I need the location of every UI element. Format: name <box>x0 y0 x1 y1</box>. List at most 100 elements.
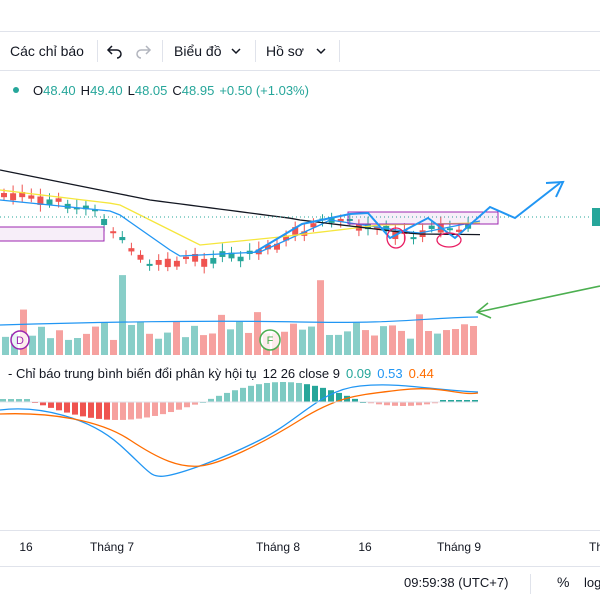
high-label: H <box>80 82 91 98</box>
market-status-icon <box>13 87 19 93</box>
indicators-label: Các chỉ báo <box>10 43 84 59</box>
candle-body <box>192 253 199 262</box>
candle-body <box>55 198 62 202</box>
time-axis[interactable]: 16 Tháng 7 Tháng 8 16 Tháng 9 Th <box>0 530 600 560</box>
volume-bar <box>200 335 207 355</box>
candle-body <box>255 249 262 255</box>
macd-histogram-bar <box>400 402 406 406</box>
macd-title: - Chỉ báo trung bình biến đổi phân kỳ hộ… <box>8 366 257 381</box>
macd-histogram-bar <box>376 402 382 405</box>
volume-bar <box>425 330 432 355</box>
redo-icon <box>136 45 152 59</box>
candle-body <box>73 207 80 210</box>
volume-bar <box>299 329 306 355</box>
macd-histogram-bar <box>464 400 470 402</box>
low-value: 48.05 <box>134 82 168 98</box>
candle-body <box>110 231 117 234</box>
candle-body <box>410 237 417 240</box>
annotation-arrow <box>477 285 600 313</box>
time-tick: 16 <box>19 540 33 554</box>
macd-histogram-bar <box>280 382 286 402</box>
volume-bar <box>236 321 243 355</box>
macd-signal-value: 0.44 <box>408 366 434 381</box>
macd-histogram-bar <box>48 402 54 408</box>
candle-body <box>183 256 189 260</box>
ma-line-yellow <box>0 189 481 246</box>
candle-body <box>146 263 153 266</box>
volume-bar <box>443 330 450 355</box>
volume-bar <box>407 338 414 355</box>
volume-bar <box>20 309 27 355</box>
macd-histogram-bar <box>416 402 422 406</box>
chart-menu-label: Biểu đồ <box>174 43 222 59</box>
status-bar: 09:59:38 (UTC+7) % log <box>0 566 600 600</box>
macd-histogram-bar <box>408 402 414 406</box>
volume-bar <box>92 326 99 355</box>
volume-bar <box>326 334 333 355</box>
macd-histogram-bar <box>296 382 302 402</box>
candle-body <box>173 260 180 267</box>
volume-bar <box>281 331 288 355</box>
undo-button[interactable] <box>106 32 124 70</box>
chevron-down-icon <box>316 48 326 55</box>
candle-body <box>155 260 162 265</box>
candle-body <box>210 257 217 264</box>
percent-toggle[interactable]: % <box>557 574 570 590</box>
time-tick: 16 <box>358 540 372 554</box>
macd-histogram-bar <box>272 382 278 402</box>
volume-bar <box>110 339 117 355</box>
change-value: +0.50 (+1.03%) <box>219 82 309 98</box>
macd-histogram-bar <box>160 402 166 415</box>
macd-histogram-bar <box>168 402 174 413</box>
close-value: 48.95 <box>181 82 215 98</box>
volume-bar <box>353 322 360 355</box>
log-toggle[interactable]: log <box>584 575 600 590</box>
macd-histogram-bar <box>320 387 326 402</box>
macd-histogram-bar <box>256 384 262 402</box>
candle-body <box>292 227 299 235</box>
candle-body <box>19 191 26 198</box>
macd-histogram-bar <box>424 402 430 405</box>
candle-body <box>92 209 98 212</box>
time-tick: Tháng 8 <box>255 540 301 554</box>
volume-bar <box>173 321 180 355</box>
macd-histogram-bar <box>248 385 254 402</box>
macd-histogram-bar <box>208 398 214 402</box>
candle-body <box>128 248 135 252</box>
macd-histogram-bar <box>192 402 198 405</box>
volume-bar <box>344 331 351 355</box>
macd-hist-value: 0.09 <box>345 366 372 381</box>
macd-histogram-bar <box>0 399 6 402</box>
candle-body <box>319 218 326 221</box>
volume-bar <box>128 324 135 355</box>
macd-pane <box>0 382 479 477</box>
macd-histogram-bar <box>40 402 46 406</box>
macd-histogram-bar <box>96 402 102 419</box>
macd-histogram-bar <box>80 402 86 417</box>
candle-body <box>264 244 271 250</box>
volume-bar <box>182 337 189 355</box>
chart-menu-button[interactable]: Biểu đồ <box>174 32 243 70</box>
volume-bar <box>101 322 108 355</box>
chart-toolbar: Các chỉ báo Biểu đồ Hồ sơ <box>0 31 600 71</box>
time-tick: Tháng 9 <box>436 540 482 554</box>
redo-button[interactable] <box>134 32 152 70</box>
volume-bar <box>416 314 423 355</box>
candle-body <box>374 226 381 229</box>
indicators-button[interactable]: Các chỉ báo <box>10 32 84 70</box>
candle-body <box>10 193 17 201</box>
macd-histogram-bar <box>264 382 270 402</box>
macd-histogram-bar <box>392 402 398 406</box>
profile-menu-button[interactable]: Hồ sơ <box>266 32 328 70</box>
volume-bar <box>119 275 126 355</box>
high-value: 49.40 <box>90 82 123 98</box>
candle-body <box>428 225 435 229</box>
volume-bar <box>227 329 234 355</box>
volume-bar <box>470 325 477 355</box>
macd-histogram-bar <box>112 402 118 420</box>
macd-histogram-bar <box>200 402 206 403</box>
macd-histogram-bar <box>336 392 342 402</box>
volume-bar <box>11 333 18 355</box>
time-tick: Th <box>588 540 600 554</box>
macd-histogram-bar <box>456 400 462 402</box>
